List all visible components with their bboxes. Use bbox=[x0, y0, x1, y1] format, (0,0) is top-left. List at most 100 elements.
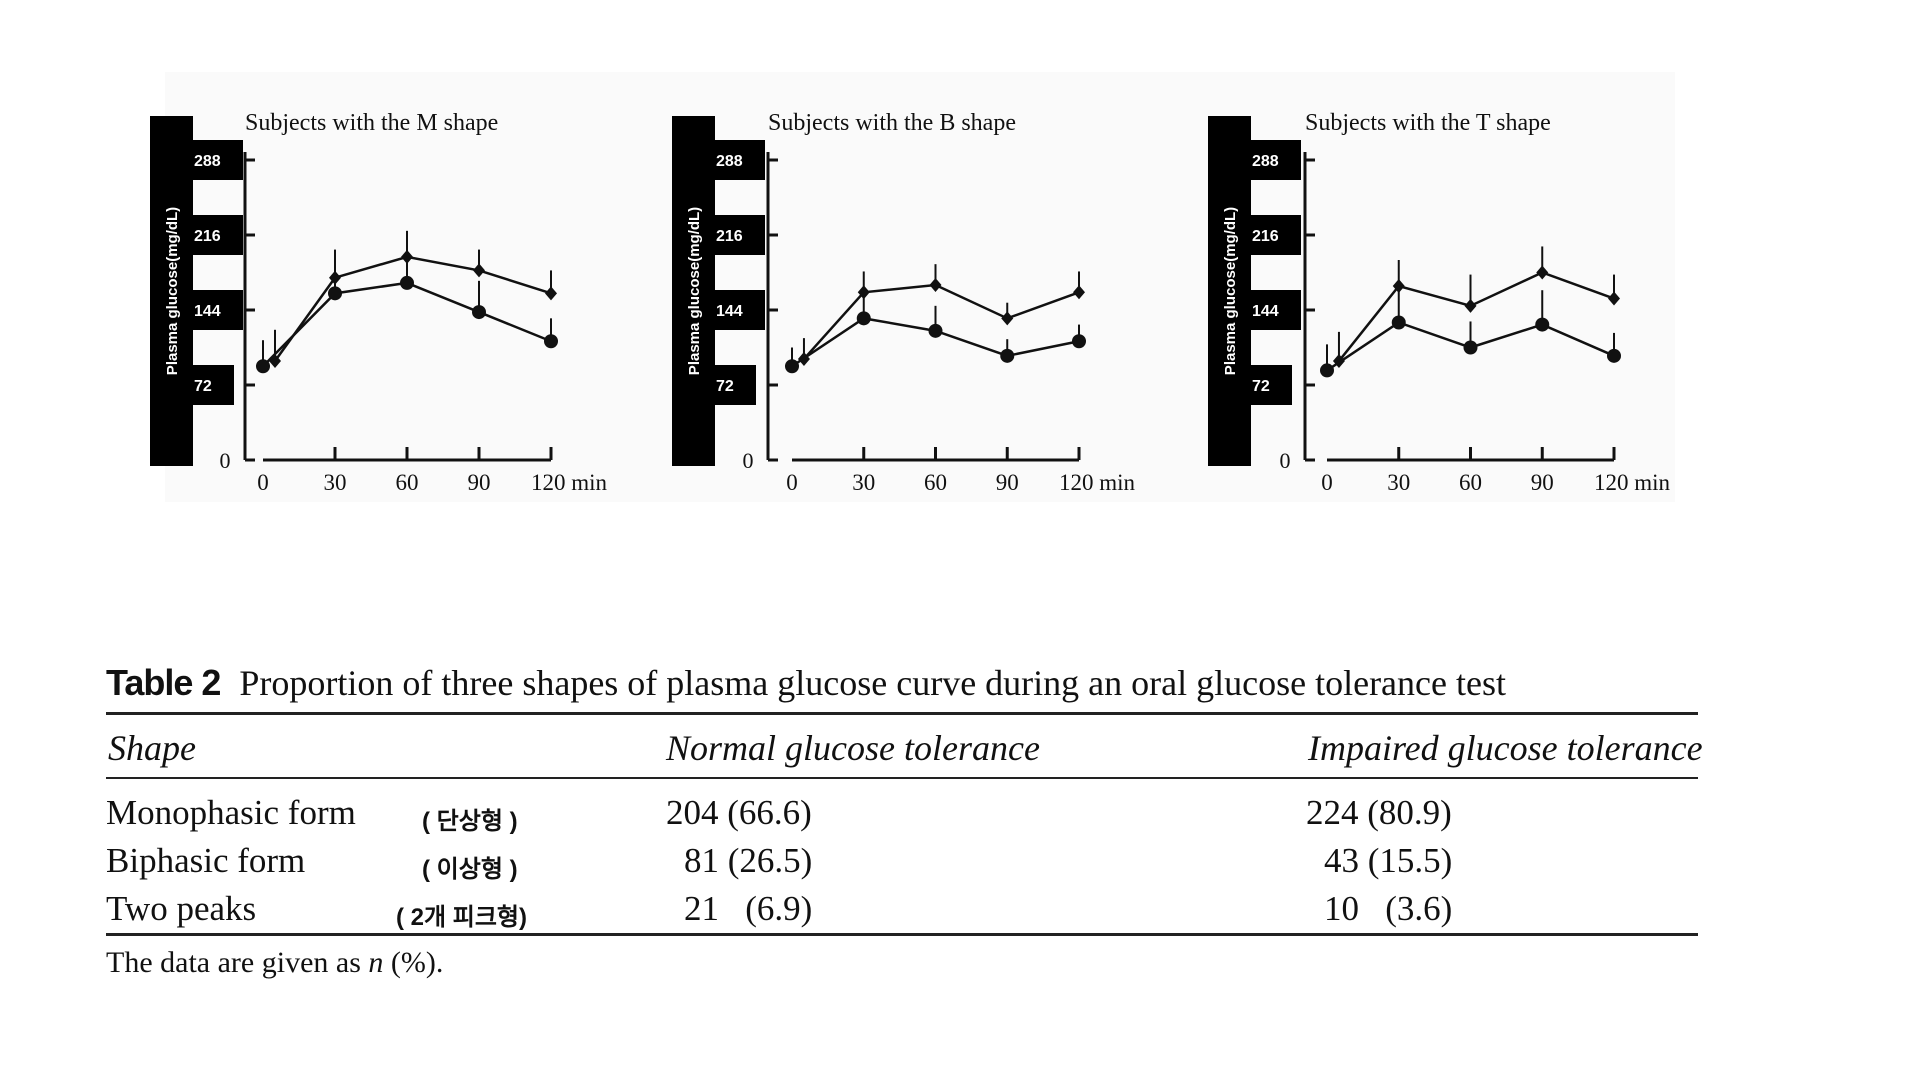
y-tick-label: 216 bbox=[716, 228, 743, 245]
row-normal-value: 21 (6.9) bbox=[684, 889, 813, 928]
row-normal-value: 81 (26.5) bbox=[684, 841, 813, 880]
data-point-circle bbox=[1000, 348, 1015, 363]
y-label-bar bbox=[150, 116, 193, 466]
series-diamond bbox=[1332, 246, 1620, 369]
series-circle bbox=[256, 256, 558, 374]
table-caption-text: Proportion of three shapes of plasma glu… bbox=[239, 663, 1506, 703]
data-point-circle bbox=[328, 286, 342, 301]
y-tick-label-box: 144 bbox=[190, 290, 243, 330]
data-point-circle bbox=[1463, 340, 1478, 355]
y-tick-label-box: 216 bbox=[712, 215, 765, 255]
y-tick-label: 288 bbox=[716, 153, 743, 170]
y-tick-label-box: 288 bbox=[712, 140, 765, 180]
row-impaired-value: 43 (15.5) bbox=[1324, 841, 1453, 880]
series-circle bbox=[785, 297, 1086, 374]
header-impaired: Impaired glucose tolerance bbox=[1308, 728, 1703, 768]
y-tick-label: 216 bbox=[1252, 228, 1279, 245]
x-tick-label: 60 bbox=[924, 470, 947, 495]
x-tick-label: 90 bbox=[468, 470, 491, 495]
data-point-circle bbox=[400, 275, 414, 290]
table-footnote: The data are given as n (%). bbox=[106, 946, 1698, 980]
data-point-diamond bbox=[1536, 265, 1549, 280]
row-shape: Biphasic form bbox=[106, 841, 306, 880]
y-tick-label-box: 144 bbox=[1248, 290, 1301, 330]
data-point-diamond bbox=[1392, 279, 1405, 294]
data-point-diamond bbox=[929, 278, 942, 292]
data-point-circle bbox=[1072, 334, 1086, 349]
table-2: Table 2 Proportion of three shapes of pl… bbox=[106, 662, 1703, 980]
y-tick-box-background bbox=[712, 140, 765, 180]
glucose-curve-charts: Subjects with the M shape Plasma glucose(… bbox=[150, 72, 1675, 502]
y-tick-box-background bbox=[190, 365, 234, 405]
y-tick-box-background bbox=[1248, 290, 1301, 330]
y-tick-label: 144 bbox=[1252, 303, 1279, 320]
row-korean-note: ( 2개 피크형) bbox=[396, 904, 527, 931]
data-point-diamond bbox=[1001, 311, 1014, 326]
data-point-circle bbox=[1535, 317, 1550, 332]
x-tick-label: 0 bbox=[1321, 470, 1333, 495]
y-tick-box-background bbox=[1248, 215, 1301, 255]
y-tick-label: 72 bbox=[1252, 378, 1270, 395]
y-label-bar bbox=[1208, 116, 1251, 466]
footnote-n: n bbox=[368, 946, 384, 979]
chart-title: Subjects with the B shape bbox=[768, 110, 1016, 136]
x-tick-label: 90 bbox=[996, 470, 1019, 495]
row-shape: Two peaks bbox=[106, 889, 257, 928]
y-tick-label: 0 bbox=[1280, 448, 1291, 473]
chart-panel-1: Subjects with the M shape Plasma glucose(… bbox=[150, 110, 608, 495]
table-header-rule bbox=[106, 777, 1698, 779]
data-point-circle bbox=[1320, 363, 1334, 378]
x-tick-label: 30 bbox=[1387, 470, 1410, 495]
row-shape: Monophasic form bbox=[106, 793, 356, 832]
x-tick-label: 60 bbox=[396, 470, 419, 495]
data-point-circle bbox=[1607, 348, 1621, 363]
table-label: Table 2 bbox=[106, 662, 221, 703]
table-bottom-rule bbox=[106, 933, 1698, 936]
chart-panel-2: Subjects with the B shape Plasma glucose(… bbox=[672, 110, 1136, 495]
series-circle bbox=[1320, 290, 1621, 378]
y-tick-label: 0 bbox=[743, 448, 754, 473]
x-tick-label: 30 bbox=[852, 470, 875, 495]
x-tick-label: 0 bbox=[257, 470, 269, 495]
y-tick-label: 0 bbox=[220, 448, 231, 473]
chart-title: Subjects with the T shape bbox=[1305, 110, 1551, 136]
row-normal-value: 204 (66.6) bbox=[666, 793, 812, 832]
y-tick-box-background bbox=[712, 215, 765, 255]
data-point-diamond bbox=[1608, 291, 1620, 306]
data-point-diamond bbox=[1464, 298, 1477, 313]
y-tick-label-box: 216 bbox=[190, 215, 243, 255]
y-label-bar bbox=[672, 116, 715, 466]
y-tick-box-background bbox=[190, 290, 243, 330]
x-tick-label: 60 bbox=[1459, 470, 1482, 495]
y-tick-label-box: 288 bbox=[1248, 140, 1301, 180]
y-tick-label: 72 bbox=[716, 378, 734, 395]
data-point-diamond bbox=[1073, 285, 1085, 300]
y-tick-label: 144 bbox=[716, 303, 743, 320]
table-header-row: Shape Normal glucose tolerance Impaired … bbox=[106, 715, 1703, 777]
y-tick-label: 288 bbox=[1252, 153, 1279, 170]
row-korean-note: ( 이상형 ) bbox=[422, 856, 518, 883]
x-tick-label: 120 min bbox=[1594, 470, 1671, 495]
y-tick-label: 288 bbox=[194, 153, 221, 170]
data-point-diamond bbox=[545, 286, 557, 301]
y-tick-label-box: 72 bbox=[190, 365, 234, 405]
table-row: Biphasic form ( 이상형 ) 81 (26.5) 43 (15.5… bbox=[106, 833, 1698, 883]
y-axis-label: Plasma glucose(mg/dL) bbox=[1222, 207, 1239, 375]
y-tick-box-background bbox=[712, 290, 765, 330]
data-point-circle bbox=[928, 323, 943, 338]
table-top-rule bbox=[106, 712, 1698, 715]
data-point-circle bbox=[256, 359, 270, 374]
y-tick-box-background bbox=[190, 140, 243, 180]
y-tick-box-background bbox=[190, 215, 243, 255]
x-tick-label: 30 bbox=[324, 470, 347, 495]
data-point-circle bbox=[785, 359, 799, 374]
y-tick-label-box: 72 bbox=[1248, 365, 1292, 405]
y-tick-box-background bbox=[1248, 365, 1292, 405]
y-tick-label: 216 bbox=[194, 228, 221, 245]
y-tick-label-box: 216 bbox=[1248, 215, 1301, 255]
y-axis-label: Plasma glucose(mg/dL) bbox=[686, 207, 703, 375]
row-impaired-value: 10 (3.6) bbox=[1324, 889, 1453, 928]
y-tick-label: 144 bbox=[194, 303, 221, 320]
table-body: Monophasic form ( 단상형 ) 204 (66.6) 224 (… bbox=[106, 779, 1698, 933]
y-axis-label: Plasma glucose(mg/dL) bbox=[164, 207, 181, 375]
